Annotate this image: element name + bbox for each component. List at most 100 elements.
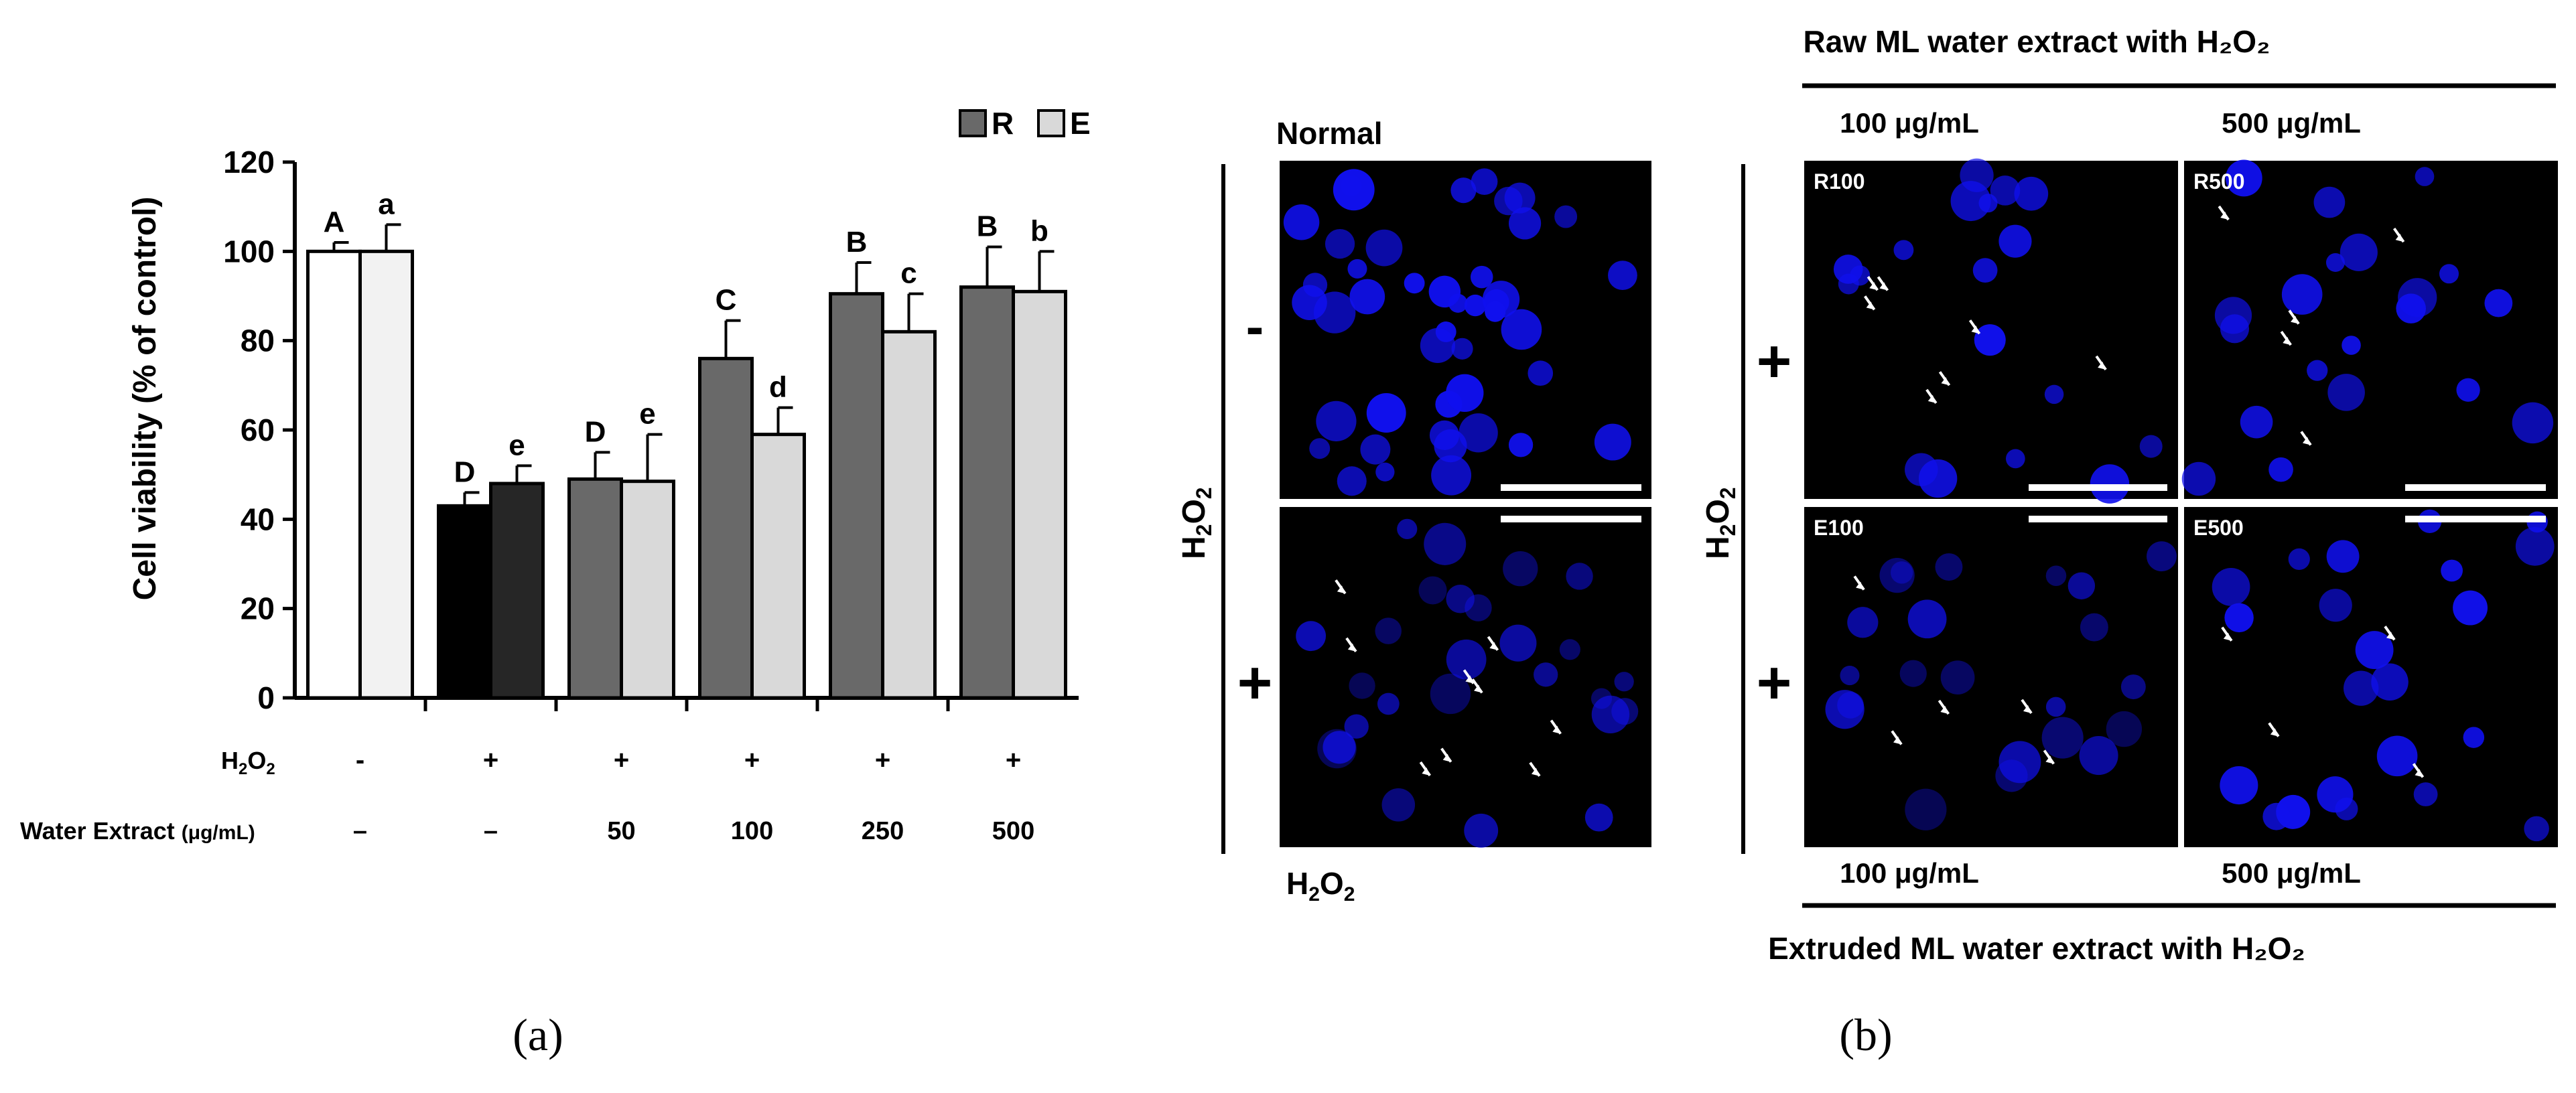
cell-nucleus	[2240, 405, 2273, 439]
plus-sign-left: +	[1237, 650, 1273, 717]
arrow-head	[2270, 728, 2279, 737]
cell-nucleus	[1323, 731, 1356, 764]
cell-nucleus	[1459, 413, 1498, 453]
cell-nucleus	[1591, 695, 1630, 734]
cell-nucleus	[1847, 607, 1879, 638]
arrow-head	[1856, 581, 1865, 590]
cell-nucleus	[2340, 233, 2378, 271]
arrow-head	[1337, 585, 1345, 594]
cell-nucleus	[2147, 541, 2177, 572]
cell-nucleus	[2325, 252, 2345, 272]
cell-nucleus	[1283, 204, 1320, 240]
arrow-head	[2283, 337, 2291, 346]
conc-100-top: 100 μg/mL	[1840, 107, 1979, 139]
cell-nucleus	[1435, 321, 1456, 342]
cell-nucleus	[1501, 309, 1542, 350]
cell-nucleus	[2327, 374, 2365, 411]
cell-nucleus	[1337, 466, 1367, 496]
tile-e100: E100	[1804, 507, 2178, 847]
cell-nucleus	[2313, 186, 2346, 218]
cell-nucleus	[1584, 803, 1613, 832]
arrow-indicator	[1853, 575, 1865, 591]
bar	[881, 330, 937, 700]
cell-nucleus	[2106, 711, 2143, 747]
arrow-head	[2415, 769, 2423, 778]
cell-nucleus	[1418, 576, 1447, 605]
y-axis-label: Cell viability (% of control)	[127, 197, 163, 601]
legend-swatch-r	[959, 109, 987, 137]
extract-value: 250	[862, 817, 904, 845]
cell-nucleus	[1464, 294, 1487, 317]
cell-nucleus	[1341, 175, 1362, 196]
cell-nucleus	[2396, 293, 2426, 323]
arrow-indicator	[2288, 309, 2300, 325]
arrow-indicator	[1419, 761, 1431, 777]
tile-label: E100	[1814, 516, 1864, 540]
cell-nucleus	[1890, 561, 1913, 584]
cell-nucleus	[2415, 167, 2435, 186]
image-background	[2184, 507, 2558, 847]
arrow-head	[1552, 725, 1561, 734]
arrow-head	[1971, 325, 1980, 334]
bar	[567, 477, 623, 700]
tile-r100: R100	[1804, 158, 2178, 504]
significance-letter: C	[716, 284, 737, 317]
cell-nucleus	[2139, 435, 2163, 458]
h2o2-value: +	[875, 745, 890, 775]
cell-nucleus	[1404, 273, 1425, 294]
tile-normal	[1280, 161, 1651, 499]
cell-nucleus	[1850, 265, 1871, 286]
arrow-head	[2023, 705, 2031, 713]
cell-nucleus	[1879, 557, 1915, 593]
cell-nucleus	[2319, 589, 2352, 622]
arrow-head	[1347, 643, 1356, 652]
cell-nucleus	[1838, 273, 1859, 295]
arrow-indicator	[1440, 747, 1452, 763]
significance-letter: d	[769, 371, 787, 404]
arrow-indicator	[1529, 761, 1541, 777]
arrow-head	[2302, 437, 2311, 445]
cell-nucleus	[2526, 511, 2548, 533]
significance-letter: A	[324, 206, 345, 238]
cell-nucleus	[2317, 776, 2354, 813]
significance-letter: B	[846, 226, 868, 259]
image-background	[2184, 161, 2558, 499]
cell-nucleus	[1471, 168, 1498, 196]
significance-letter: D	[454, 455, 476, 488]
cell-nucleus	[1998, 741, 2041, 784]
significance-letter: e	[509, 429, 525, 461]
cell-nucleus	[2417, 509, 2442, 534]
cell-nucleus	[1375, 617, 1402, 644]
cell-nucleus	[1534, 662, 1558, 687]
arrow-indicator	[2392, 227, 2405, 243]
cell-nucleus	[1309, 438, 1331, 459]
cell-nucleus	[1566, 563, 1593, 590]
arrow-indicator	[2221, 626, 2233, 642]
cell-nucleus	[1313, 291, 1356, 334]
image-background	[1280, 161, 1651, 499]
plus-sign-right-top: +	[1757, 328, 1792, 395]
minus-sign: -	[1246, 297, 1264, 356]
arrow-indicator	[1345, 637, 1357, 652]
legend-label-r: R	[992, 106, 1014, 141]
tile-label: R500	[2193, 169, 2245, 194]
cell-nucleus	[1446, 374, 1484, 412]
bar	[959, 285, 1015, 700]
cell-nucleus	[1899, 660, 1927, 687]
h2o2-row-label: H2O2	[221, 747, 275, 778]
cell-nucleus	[2225, 159, 2262, 197]
cell-nucleus	[2262, 802, 2291, 830]
cell-nucleus	[1317, 729, 1357, 769]
cell-nucleus	[2120, 674, 2146, 700]
arrow-indicator	[1335, 579, 1347, 595]
cell-nucleus	[1420, 327, 1456, 363]
y-tick-label: 0	[257, 680, 275, 715]
cell-nucleus	[1435, 390, 1463, 418]
panel-b-label: (b)	[1839, 1009, 1892, 1060]
cell-nucleus	[1990, 175, 2021, 206]
arrow-indicator	[1938, 699, 1950, 715]
extract-row-label: Water Extract (μg/mL)	[20, 817, 255, 845]
cell-nucleus	[2276, 794, 2311, 829]
cell-nucleus	[2288, 548, 2310, 570]
bar	[306, 249, 362, 700]
